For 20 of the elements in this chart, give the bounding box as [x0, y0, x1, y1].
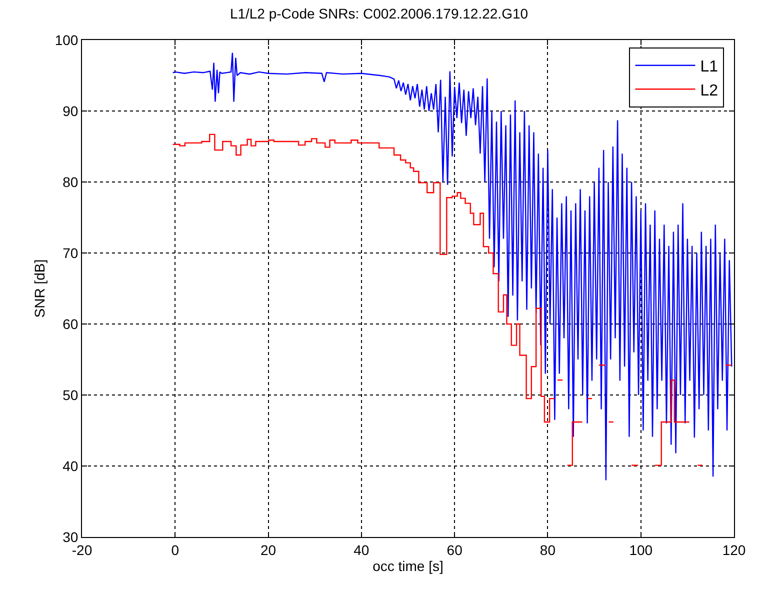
chart-title: L1/L2 p-Code SNRs: C002.2006.179.12.22.G10: [230, 6, 528, 22]
x-tick-label: 40: [354, 542, 370, 558]
legend-label: L2: [700, 82, 718, 100]
y-tick-label: 50: [62, 386, 78, 403]
y-tick-label: 40: [62, 458, 78, 474]
y-tick-label: 60: [62, 316, 78, 332]
x-tick-label: 100: [629, 542, 653, 558]
line-series: [172, 52, 732, 481]
x-tick-label: 120: [722, 542, 746, 558]
y-tick-label: 80: [62, 174, 78, 190]
x-tick-label: 20: [260, 542, 276, 558]
y-tick-label: 70: [62, 244, 78, 261]
y-axis-title: SNR [dB]: [31, 259, 48, 318]
y-tick-label: 90: [62, 102, 78, 119]
x-tick-label: 80: [540, 542, 556, 558]
legend-label: L1: [700, 58, 718, 76]
y-tick-label: 100: [54, 32, 78, 48]
x-axis-title: occ time [s]: [372, 558, 444, 574]
x-tick-label: 60: [446, 542, 463, 558]
x-tick-label: 0: [171, 542, 180, 558]
